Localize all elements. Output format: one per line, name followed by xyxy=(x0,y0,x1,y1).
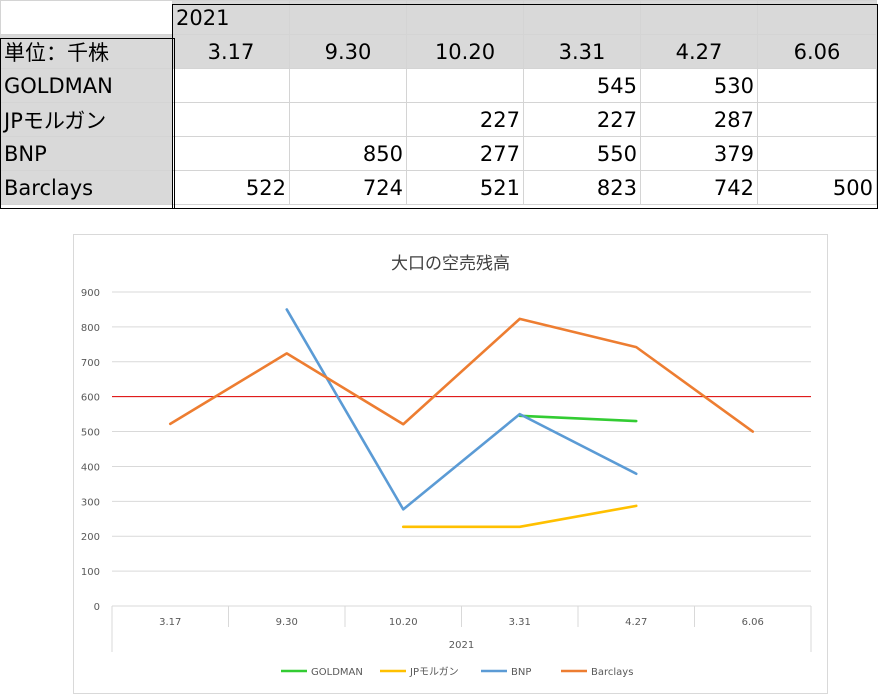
table-cell xyxy=(289,102,407,137)
table-cell xyxy=(172,68,290,103)
y-tick-label: 100 xyxy=(81,567,100,578)
legend-entry: GOLDMAN xyxy=(311,667,363,678)
table-cell: 742 xyxy=(640,170,758,205)
line-chart: 0 100 200 300 400 500 600 700 800 900 3.17 9.30 10.2… xyxy=(81,288,812,678)
x-tick-label: 10.20 xyxy=(389,617,418,628)
y-tick-label: 900 xyxy=(81,288,100,299)
table-year-filler xyxy=(640,0,758,35)
table-year-filler xyxy=(523,0,641,35)
chart-title: 大口の空売残高 xyxy=(391,254,510,274)
table-cell: 277 xyxy=(406,136,524,171)
x-tick-label: 9.30 xyxy=(276,617,298,628)
table-row-year: 2021 xyxy=(0,0,877,35)
table-row: BNP 850 277 550 379 xyxy=(0,136,877,171)
y-tick-label: 500 xyxy=(81,428,100,439)
series-line-barclays xyxy=(168,317,755,433)
table-date-header: 4.27 xyxy=(640,34,758,69)
y-tick-label: 0 xyxy=(94,602,100,613)
table-cell: 850 xyxy=(289,136,407,171)
table-year-filler xyxy=(289,0,407,35)
series-line-goldman xyxy=(518,414,638,423)
x-tick-label: 3.17 xyxy=(159,617,181,628)
table-row-dates: 単位：千株 3.17 9.30 10.20 3.31 4.27 6.06 xyxy=(0,34,877,69)
table-cell: 545 xyxy=(523,68,641,103)
table-date-header: 6.06 xyxy=(757,34,877,69)
table-year-label: 2021 xyxy=(172,0,290,35)
table-corner-blank xyxy=(0,0,173,35)
table-cell: 500 xyxy=(757,170,877,205)
table-cell: 550 xyxy=(523,136,641,171)
table-row-label: GOLDMAN xyxy=(0,68,173,103)
series-line-bnp xyxy=(285,308,638,511)
x-tick-label: 6.06 xyxy=(742,617,764,628)
table-cell: 379 xyxy=(640,136,758,171)
table-cell xyxy=(172,136,290,171)
y-tick-label: 400 xyxy=(81,462,100,473)
table-cell: 522 xyxy=(172,170,290,205)
table-cell: 530 xyxy=(640,68,758,103)
table-row-label: Barclays xyxy=(0,170,173,205)
y-tick-label: 300 xyxy=(81,497,100,508)
table-cell xyxy=(406,68,524,103)
table-cell: 724 xyxy=(289,170,407,205)
table-row-label: JPモルガン xyxy=(0,102,173,137)
table-cell: 287 xyxy=(640,102,758,137)
y-tick-label: 800 xyxy=(81,323,100,334)
table-cell xyxy=(289,68,407,103)
table-year-filler xyxy=(406,0,524,35)
table-cell: 823 xyxy=(523,170,641,205)
data-table-grid: 2021 単位：千株 3.17 9.30 10.20 3.31 4.27 6.06 GOLDMA… xyxy=(0,0,877,205)
table-date-header: 3.17 xyxy=(172,34,290,69)
y-tick-label: 200 xyxy=(81,532,100,543)
table-cell: 227 xyxy=(523,102,641,137)
chart-area: 大口の空売残高 0 100 200 300 400 500 600 700 800 900 3.17… xyxy=(73,234,828,694)
y-tick-label: 600 xyxy=(81,393,100,404)
table-cell: 521 xyxy=(406,170,524,205)
table-date-header: 3.31 xyxy=(523,34,641,69)
table-row: Barclays 522 724 521 823 742 500 xyxy=(0,170,877,205)
table-cell: 227 xyxy=(406,102,524,137)
table-year-filler xyxy=(757,0,877,35)
table-row: GOLDMAN 545 530 xyxy=(0,68,877,103)
legend-entry: JPモルガン xyxy=(409,666,459,678)
legend-entry: Barclays xyxy=(591,667,633,678)
table-cell xyxy=(172,102,290,137)
table-cell xyxy=(757,102,877,137)
table-row-label: BNP xyxy=(0,136,173,171)
x-tick-label: 3.31 xyxy=(509,617,531,628)
table-cell xyxy=(757,136,877,171)
table-row: JPモルガン 227 227 287 xyxy=(0,102,877,137)
table-date-header: 9.30 xyxy=(289,34,407,69)
legend-entry: BNP xyxy=(511,667,531,678)
x-tick-label: 4.27 xyxy=(625,617,647,628)
table-cell xyxy=(757,68,877,103)
x-axis-label: 2021 xyxy=(449,640,474,651)
table-unit-label: 単位：千株 xyxy=(0,34,173,69)
data-table: 2021 単位：千株 3.17 9.30 10.20 3.31 4.27 6.06 GOLDMA… xyxy=(0,0,877,205)
series-line-jpモルガン xyxy=(401,504,638,529)
y-tick-label: 700 xyxy=(81,358,100,369)
table-date-header: 10.20 xyxy=(406,34,524,69)
